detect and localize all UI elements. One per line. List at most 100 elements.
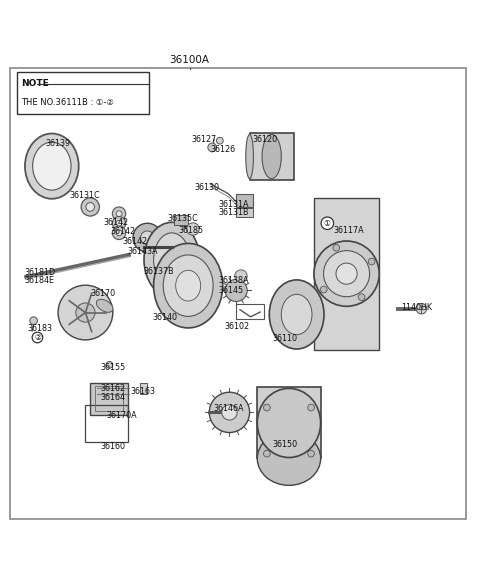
Text: 36145: 36145 bbox=[218, 286, 243, 295]
Text: 36100A: 36100A bbox=[169, 55, 210, 65]
Circle shape bbox=[58, 285, 113, 340]
Text: 36131B: 36131B bbox=[218, 208, 249, 217]
Circle shape bbox=[141, 231, 154, 244]
Circle shape bbox=[112, 217, 126, 230]
Text: 36146A: 36146A bbox=[214, 404, 244, 413]
Circle shape bbox=[336, 263, 357, 284]
Text: 36164: 36164 bbox=[101, 393, 126, 401]
Bar bbox=[236, 195, 253, 207]
Ellipse shape bbox=[96, 299, 113, 312]
Text: 36130: 36130 bbox=[194, 183, 219, 192]
Text: 36131A: 36131A bbox=[218, 200, 249, 208]
Circle shape bbox=[321, 217, 334, 229]
Text: THE NO.36111B : ①-②: THE NO.36111B : ①-② bbox=[21, 98, 113, 107]
Text: 36127: 36127 bbox=[191, 135, 216, 144]
Text: 36126: 36126 bbox=[210, 145, 235, 154]
Circle shape bbox=[324, 251, 370, 296]
Ellipse shape bbox=[269, 280, 324, 349]
Circle shape bbox=[225, 280, 247, 302]
Circle shape bbox=[116, 230, 122, 236]
Ellipse shape bbox=[176, 270, 201, 301]
Circle shape bbox=[314, 241, 379, 306]
Text: 36163: 36163 bbox=[131, 387, 156, 396]
Circle shape bbox=[112, 226, 126, 240]
Circle shape bbox=[264, 450, 270, 457]
Bar bbox=[140, 383, 147, 394]
Ellipse shape bbox=[154, 233, 190, 287]
Ellipse shape bbox=[163, 255, 213, 316]
Circle shape bbox=[358, 294, 365, 301]
Ellipse shape bbox=[257, 431, 321, 485]
Text: 36120: 36120 bbox=[252, 135, 277, 144]
Circle shape bbox=[116, 221, 122, 226]
Circle shape bbox=[187, 223, 199, 235]
Ellipse shape bbox=[257, 389, 321, 457]
Text: 36143A: 36143A bbox=[127, 247, 158, 255]
Text: 36181D: 36181D bbox=[24, 268, 55, 277]
Circle shape bbox=[86, 203, 95, 211]
Text: 36185: 36185 bbox=[179, 226, 204, 236]
Circle shape bbox=[133, 223, 162, 252]
Bar bbox=[95, 386, 123, 412]
Text: 36137B: 36137B bbox=[143, 267, 174, 276]
Text: 1140HK: 1140HK bbox=[401, 303, 432, 312]
Text: 36117A: 36117A bbox=[334, 226, 364, 236]
Circle shape bbox=[30, 317, 37, 325]
Bar bbox=[314, 198, 379, 350]
Text: ①: ① bbox=[324, 219, 331, 228]
Circle shape bbox=[209, 392, 250, 433]
Circle shape bbox=[320, 286, 327, 293]
Ellipse shape bbox=[33, 142, 71, 190]
Text: 36110: 36110 bbox=[273, 334, 298, 343]
Text: 36140: 36140 bbox=[153, 313, 178, 322]
Bar bbox=[90, 383, 128, 415]
Bar bbox=[17, 72, 149, 114]
Circle shape bbox=[235, 270, 247, 283]
Text: ②: ② bbox=[34, 333, 41, 342]
Bar bbox=[236, 304, 264, 319]
Text: 36155: 36155 bbox=[101, 363, 126, 372]
Text: 36160: 36160 bbox=[101, 442, 126, 452]
Text: 36139: 36139 bbox=[46, 138, 71, 148]
Text: 36142: 36142 bbox=[122, 237, 147, 246]
Text: 36131C: 36131C bbox=[70, 192, 100, 200]
Ellipse shape bbox=[25, 134, 79, 199]
Bar bbox=[257, 387, 321, 459]
Text: 36142: 36142 bbox=[110, 228, 135, 236]
Circle shape bbox=[116, 211, 122, 217]
Ellipse shape bbox=[262, 134, 281, 178]
Bar bbox=[250, 133, 294, 180]
Circle shape bbox=[308, 404, 314, 411]
Circle shape bbox=[81, 198, 99, 216]
Circle shape bbox=[368, 258, 375, 265]
Circle shape bbox=[308, 450, 314, 457]
Circle shape bbox=[216, 137, 223, 144]
Circle shape bbox=[106, 361, 113, 368]
Bar bbox=[236, 208, 253, 217]
Bar bbox=[174, 215, 188, 225]
Ellipse shape bbox=[154, 243, 223, 328]
Ellipse shape bbox=[246, 134, 253, 178]
Ellipse shape bbox=[281, 294, 312, 335]
Text: NOTE: NOTE bbox=[21, 79, 48, 89]
Text: 36183: 36183 bbox=[28, 324, 53, 334]
Circle shape bbox=[76, 303, 95, 322]
Circle shape bbox=[416, 303, 427, 314]
Circle shape bbox=[333, 244, 340, 251]
Text: 36170A: 36170A bbox=[107, 411, 137, 420]
Text: 36184E: 36184E bbox=[24, 276, 54, 285]
Text: 36162: 36162 bbox=[101, 384, 126, 393]
Ellipse shape bbox=[144, 222, 200, 297]
Text: 36138A: 36138A bbox=[218, 276, 249, 285]
Circle shape bbox=[222, 405, 237, 420]
Text: 36150: 36150 bbox=[273, 439, 298, 449]
Circle shape bbox=[32, 332, 43, 343]
Circle shape bbox=[264, 404, 270, 411]
Text: 36170: 36170 bbox=[90, 289, 115, 298]
Circle shape bbox=[208, 143, 216, 152]
Bar bbox=[85, 405, 128, 442]
Text: 36142: 36142 bbox=[103, 218, 128, 227]
Circle shape bbox=[112, 207, 126, 221]
Text: 36102: 36102 bbox=[225, 323, 250, 331]
Text: 36135C: 36135C bbox=[167, 214, 198, 223]
